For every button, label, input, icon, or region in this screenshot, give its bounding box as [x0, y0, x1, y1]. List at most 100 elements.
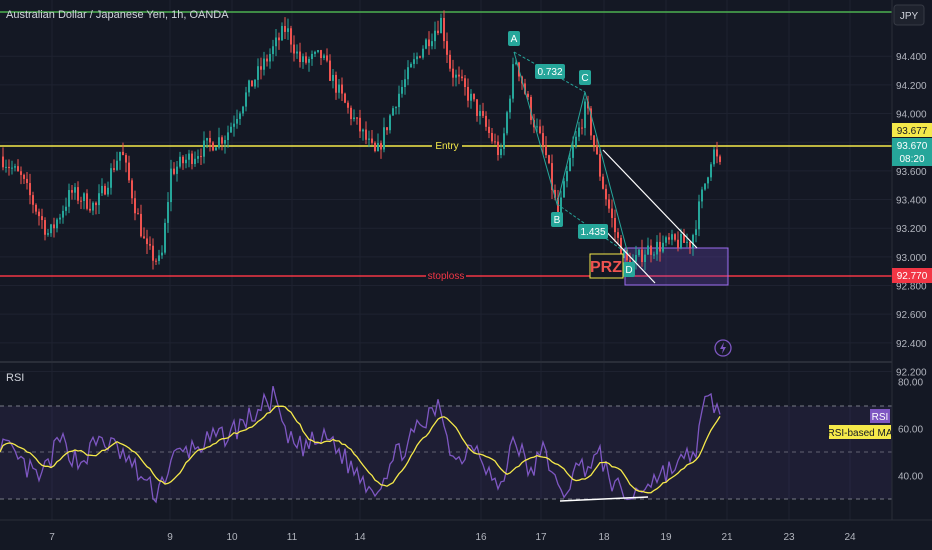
- candle-body: [458, 74, 460, 77]
- candle-body: [173, 168, 175, 174]
- stoploss-label: stoploss: [428, 271, 465, 282]
- rsi-tick-label: 80.00: [898, 378, 923, 389]
- candle-body: [263, 58, 265, 70]
- candle-body: [344, 93, 346, 103]
- candle-body: [701, 189, 703, 202]
- rsi-line: [0, 385, 721, 504]
- candle-body: [377, 143, 379, 152]
- candle-body: [332, 74, 334, 81]
- prz-zone[interactable]: [624, 247, 729, 286]
- candle-body: [413, 59, 415, 64]
- candle-body: [455, 74, 457, 78]
- currency-button[interactable]: [893, 4, 925, 26]
- candle-body: [104, 185, 106, 195]
- point-b-badge[interactable]: [551, 212, 563, 227]
- price-tick-label: 93.000: [896, 253, 927, 264]
- time-tick-label: 21: [721, 532, 733, 543]
- candle-body: [467, 86, 469, 101]
- candle-body: [131, 180, 133, 199]
- ratio-1435-label: 1.435: [580, 227, 605, 238]
- candles: [2, 10, 721, 277]
- candle-body: [590, 108, 592, 136]
- candle-body: [536, 126, 538, 128]
- candle-body: [227, 132, 229, 141]
- current-price-tag: [892, 138, 932, 166]
- candle-body: [662, 242, 664, 252]
- time-axis-ticks[interactable]: 7 9 10 11 14 16 17 18 19 21 23 24: [49, 532, 856, 543]
- price-tick-label: 92.200: [896, 368, 927, 379]
- candle-body: [326, 55, 328, 61]
- candle-body: [182, 156, 184, 164]
- candle-body: [50, 224, 52, 234]
- candle-body: [206, 138, 208, 141]
- candle-body: [545, 145, 547, 156]
- candle-body: [20, 171, 22, 175]
- candle-body: [11, 167, 13, 169]
- candle-body: [38, 211, 40, 217]
- candle-body: [281, 26, 283, 41]
- candle-body: [221, 137, 223, 144]
- candle-body: [362, 129, 364, 132]
- candle-body: [167, 202, 169, 223]
- prz-label: PRZ: [590, 259, 622, 276]
- candle-body: [8, 166, 10, 169]
- candle-body: [392, 108, 394, 116]
- candle-body: [635, 255, 637, 262]
- candle-body: [668, 237, 670, 240]
- candle-body: [593, 135, 595, 146]
- candle-body: [215, 147, 217, 151]
- lightning-icon[interactable]: [714, 339, 732, 357]
- candle-body: [353, 117, 355, 120]
- point-d-badge[interactable]: [623, 262, 635, 277]
- candle-body: [713, 149, 715, 165]
- rsi-divergence-line[interactable]: [559, 496, 649, 502]
- time-tick-label: 19: [660, 532, 672, 543]
- trendline-lower[interactable]: [599, 224, 656, 284]
- candle-body: [230, 126, 232, 133]
- candle-body: [14, 166, 16, 168]
- candle-body: [140, 213, 142, 237]
- candle-body: [422, 48, 424, 58]
- candle-body: [149, 244, 151, 246]
- candle-body: [539, 126, 541, 134]
- candle-body: [698, 201, 700, 230]
- point-a-badge[interactable]: [508, 31, 520, 46]
- price-tick-label: 92.600: [896, 310, 927, 321]
- candle-body: [242, 106, 244, 114]
- candle-body: [161, 252, 163, 256]
- price-tick-label: 93.400: [896, 196, 927, 207]
- candle-body: [557, 197, 559, 217]
- candle-body: [584, 101, 586, 128]
- candle-body: [308, 59, 310, 63]
- candle-body: [296, 51, 298, 54]
- candle-body: [110, 168, 112, 188]
- candle-body: [500, 149, 502, 156]
- candle-body: [44, 220, 46, 235]
- candle-body: [236, 118, 238, 124]
- candle-body: [218, 137, 220, 148]
- candle-body: [665, 237, 667, 243]
- candle-body: [164, 222, 166, 253]
- point-c-badge[interactable]: [579, 70, 591, 85]
- candle-body: [32, 195, 34, 205]
- candle-body: [404, 79, 406, 88]
- entry-label-bg: [432, 139, 462, 152]
- rsi-legend-tag: [870, 409, 890, 423]
- candle-body: [596, 145, 598, 155]
- symbol-title: Australian Dollar / Japanese Yen, 1h, OA…: [6, 9, 229, 21]
- candle-body: [452, 68, 454, 78]
- candle-body: [311, 53, 313, 60]
- candle-body: [398, 93, 400, 108]
- candle-body: [269, 54, 271, 62]
- candle-body: [680, 234, 682, 248]
- candle-body: [626, 249, 628, 261]
- rsi-legend-text: RSI: [872, 412, 889, 423]
- candle-body: [656, 241, 658, 255]
- trendline-upper[interactable]: [602, 149, 698, 249]
- rsi-ma-legend-text: RSI-based MA: [827, 428, 892, 439]
- price-tick-label: 94.400: [896, 52, 927, 63]
- candle-body: [608, 199, 610, 209]
- candle-body: [524, 83, 526, 94]
- harmonic-pattern[interactable]: [513, 51, 698, 284]
